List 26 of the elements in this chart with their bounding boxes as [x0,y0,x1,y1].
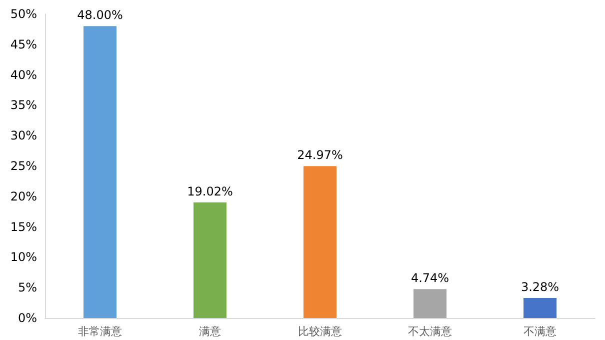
y-tick-label: 35% [10,98,37,112]
x-tick-label: 不太满意 [408,325,452,338]
y-tick-label: 20% [10,189,37,204]
x-tick-label: 满意 [199,325,221,338]
data-label: 24.97% [297,148,343,162]
y-tick-label: 5% [18,280,37,295]
y-tick-label: 25% [10,159,37,173]
bar [84,26,116,318]
y-tick-label: 30% [10,128,37,143]
y-tick-label: 50% [10,7,37,21]
y-tick-label: 0% [18,311,37,325]
x-tick-label: 比较满意 [298,325,342,338]
y-tick-label: 45% [10,37,37,52]
x-tick-label: 不满意 [524,325,556,338]
y-tick-label: 15% [10,220,37,234]
data-label: 48.00% [77,8,123,22]
bar [194,202,226,318]
bar [414,289,446,318]
data-label: 3.28% [520,280,560,294]
bar [304,166,336,318]
y-tick-label: 10% [10,250,37,264]
data-label: 19.02% [187,184,233,198]
y-tick-label: 40% [10,68,37,82]
data-label: 4.74% [410,271,450,286]
x-tick-label: 非常满意 [78,325,122,338]
bar [524,298,556,318]
